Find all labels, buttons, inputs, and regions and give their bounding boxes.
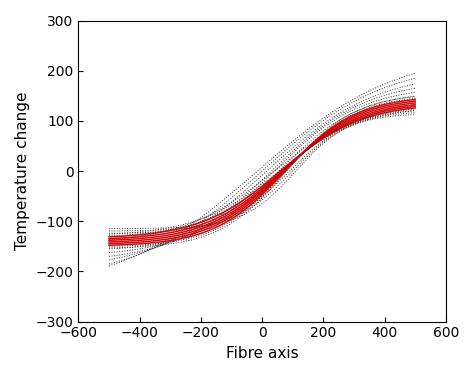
X-axis label: Fibre axis: Fibre axis [226, 346, 299, 361]
Y-axis label: Temperature change: Temperature change [15, 92, 30, 250]
